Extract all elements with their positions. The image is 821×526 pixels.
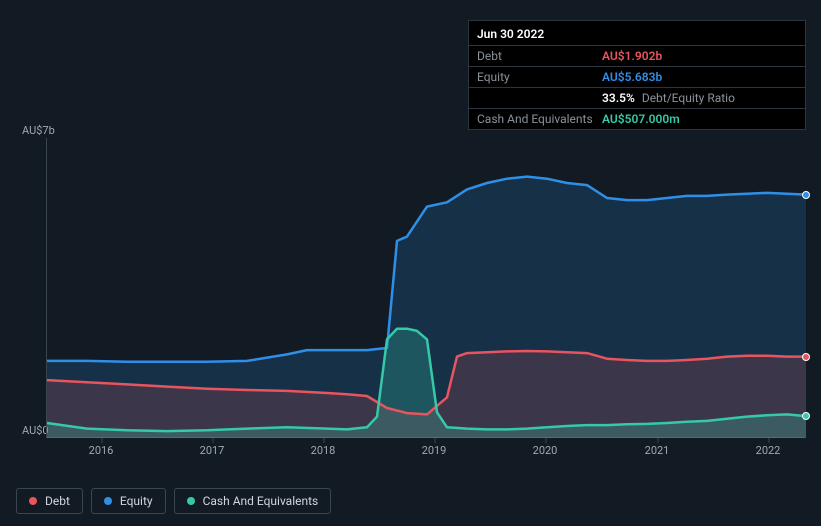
tooltip-row-label: Debt [477, 49, 602, 63]
x-axis-labels: 2016 2017 2018 2019 2020 2021 2022 [46, 444, 805, 464]
tooltip-row-value: AU$507.000m [602, 112, 680, 126]
chart-legend: Debt Equity Cash And Equivalents [16, 488, 331, 514]
tooltip-row: Cash And EquivalentsAU$507.000m [469, 109, 805, 129]
legend-label: Cash And Equivalents [203, 494, 319, 508]
x-axis-label: 2020 [533, 444, 558, 457]
legend-item[interactable]: Debt [16, 488, 83, 514]
debt-end-marker [802, 353, 810, 361]
equity-end-marker [802, 191, 810, 199]
legend-swatch-icon [104, 497, 112, 505]
x-axis-label: 2017 [200, 444, 225, 457]
tooltip-row-extra: Debt/Equity Ratio [639, 91, 735, 105]
summary-tooltip: Jun 30 2022 DebtAU$1.902bEquityAU$5.683b… [468, 20, 806, 130]
legend-label: Equity [120, 494, 153, 508]
y-axis-bottom-label: AU$0 [22, 424, 49, 437]
tooltip-row-value: AU$5.683b [602, 70, 662, 84]
tooltip-row: DebtAU$1.902b [469, 46, 805, 67]
legend-label: Debt [45, 494, 70, 508]
tooltip-row-value: AU$1.902b [602, 49, 662, 63]
x-axis-label: 2018 [311, 444, 336, 457]
cash-end-marker [802, 412, 810, 420]
legend-swatch-icon [187, 497, 195, 505]
legend-item[interactable]: Equity [91, 488, 166, 514]
chart-container: AU$7b AU$0 2016 2017 2018 2019 2020 2021 2022 [16, 126, 805, 466]
chart-plot-area[interactable] [46, 138, 805, 438]
y-axis-top-label: AU$7b [22, 124, 55, 137]
x-axis-label: 2016 [89, 444, 114, 457]
tooltip-row: 33.5% Debt/Equity Ratio [469, 88, 805, 109]
tooltip-row-label: Equity [477, 70, 602, 84]
tooltip-row-label [477, 91, 602, 105]
legend-swatch-icon [29, 497, 37, 505]
chart-svg [47, 138, 806, 438]
x-axis-label: 2022 [756, 444, 781, 457]
tooltip-row: EquityAU$5.683b [469, 67, 805, 88]
legend-item[interactable]: Cash And Equivalents [174, 488, 332, 514]
tooltip-row-value: 33.5% Debt/Equity Ratio [602, 91, 735, 105]
tooltip-title: Jun 30 2022 [469, 21, 805, 46]
tooltip-row-label: Cash And Equivalents [477, 112, 602, 126]
x-axis-label: 2019 [422, 444, 447, 457]
x-axis-label: 2021 [645, 444, 670, 457]
